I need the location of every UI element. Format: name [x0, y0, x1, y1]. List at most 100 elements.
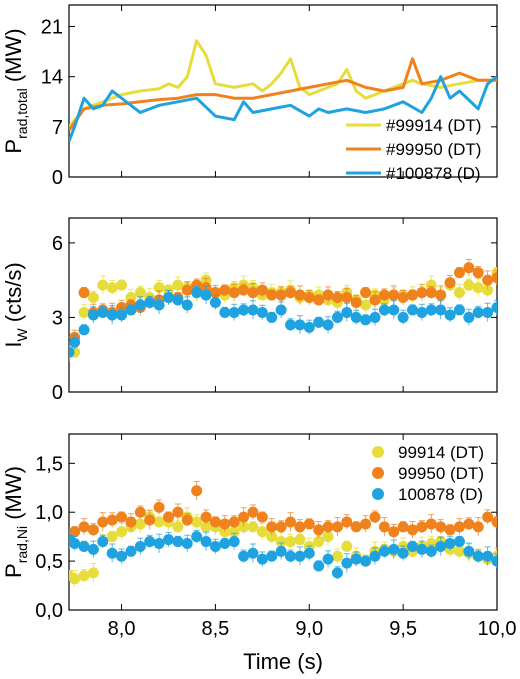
data-point	[378, 545, 390, 557]
data-point	[219, 518, 231, 530]
x-axis-label: Time (s)	[243, 649, 323, 674]
data-point	[116, 279, 128, 291]
data-point	[144, 536, 156, 548]
data-point	[331, 521, 343, 533]
data-point	[397, 311, 409, 323]
data-point	[200, 289, 212, 301]
data-point	[407, 304, 419, 316]
data-point	[256, 284, 268, 296]
series-line	[69, 57, 497, 132]
data-point	[425, 518, 437, 530]
series-line	[69, 39, 497, 128]
legend-label: #99914 (DT)	[386, 116, 481, 135]
data-point	[69, 573, 81, 585]
data-point	[116, 550, 128, 562]
data-point	[97, 516, 109, 528]
panel-total-radiation: 0 7 14 21 Prad,total (MW) #99914 (DT) #99950 (…	[1, 4, 498, 189]
data-point	[153, 501, 165, 513]
data-point	[294, 534, 306, 546]
data-point	[209, 540, 221, 552]
data-point	[407, 540, 419, 552]
data-point	[313, 536, 325, 548]
data-point	[219, 284, 231, 296]
data-point	[162, 292, 174, 304]
data-point	[87, 292, 99, 304]
data-point	[134, 287, 146, 299]
data-point	[256, 511, 268, 523]
data-point	[162, 534, 174, 546]
data-point	[191, 531, 203, 543]
data-point	[435, 289, 447, 301]
y-tick-label: 0	[52, 382, 63, 404]
data-point	[341, 557, 353, 569]
data-point	[116, 526, 128, 538]
data-point	[228, 516, 240, 528]
data-point	[200, 521, 212, 533]
y-tick-label: 14	[41, 67, 63, 89]
data-point	[78, 324, 90, 336]
legend-label: 99914 (DT)	[398, 443, 484, 462]
y-axis-label-unit: (MW)	[1, 28, 26, 88]
x-tick-label: 10,0	[478, 618, 517, 640]
data-point	[453, 267, 465, 279]
data-point	[247, 287, 259, 299]
data-point	[294, 319, 306, 331]
data-point	[369, 294, 381, 306]
data-point	[303, 292, 315, 304]
data-point	[275, 536, 287, 548]
data-point	[360, 314, 372, 326]
data-point	[341, 540, 353, 552]
data-point	[69, 346, 75, 358]
data-point	[397, 521, 409, 533]
data-point	[425, 545, 437, 557]
y-tick-label: 21	[41, 17, 63, 39]
data-point	[191, 287, 203, 299]
data-point	[87, 309, 99, 321]
data-point	[388, 304, 400, 316]
data-point	[78, 540, 90, 552]
plot-area	[69, 480, 497, 587]
data-point	[425, 287, 437, 299]
data-point	[228, 306, 240, 318]
data-point	[181, 299, 193, 311]
data-point	[350, 521, 362, 533]
data-point	[125, 516, 137, 528]
data-point	[482, 284, 494, 296]
data-point	[228, 536, 240, 548]
data-point	[360, 518, 372, 530]
y-axis-label-sub: rad,total	[14, 88, 30, 139]
data-point	[153, 516, 165, 528]
data-point	[266, 531, 278, 543]
data-point	[238, 284, 250, 296]
data-point	[266, 550, 278, 562]
data-point	[294, 521, 306, 533]
data-point	[181, 538, 193, 550]
data-point	[219, 306, 231, 318]
data-point	[266, 311, 278, 323]
data-point	[228, 287, 240, 299]
data-point	[285, 550, 297, 562]
y-axis-label-main: P	[1, 139, 26, 154]
data-point	[172, 536, 184, 548]
data-point	[69, 336, 81, 348]
data-point	[172, 521, 184, 533]
data-point	[116, 309, 128, 321]
data-point	[322, 289, 334, 301]
data-point	[78, 287, 90, 299]
data-point	[181, 514, 193, 526]
data-point	[482, 511, 494, 523]
data-point	[125, 545, 137, 557]
x-tick-label: 9,5	[389, 618, 417, 640]
data-point	[209, 297, 221, 309]
data-point	[472, 282, 484, 294]
data-point	[87, 524, 99, 536]
plot-area	[69, 39, 497, 142]
data-point	[472, 550, 484, 562]
y-tick-label: 1,5	[35, 453, 63, 475]
data-point	[275, 289, 287, 301]
data-point	[275, 545, 287, 557]
data-point	[378, 304, 390, 316]
data-point	[331, 292, 343, 304]
data-point	[388, 543, 400, 555]
data-point	[134, 518, 146, 530]
